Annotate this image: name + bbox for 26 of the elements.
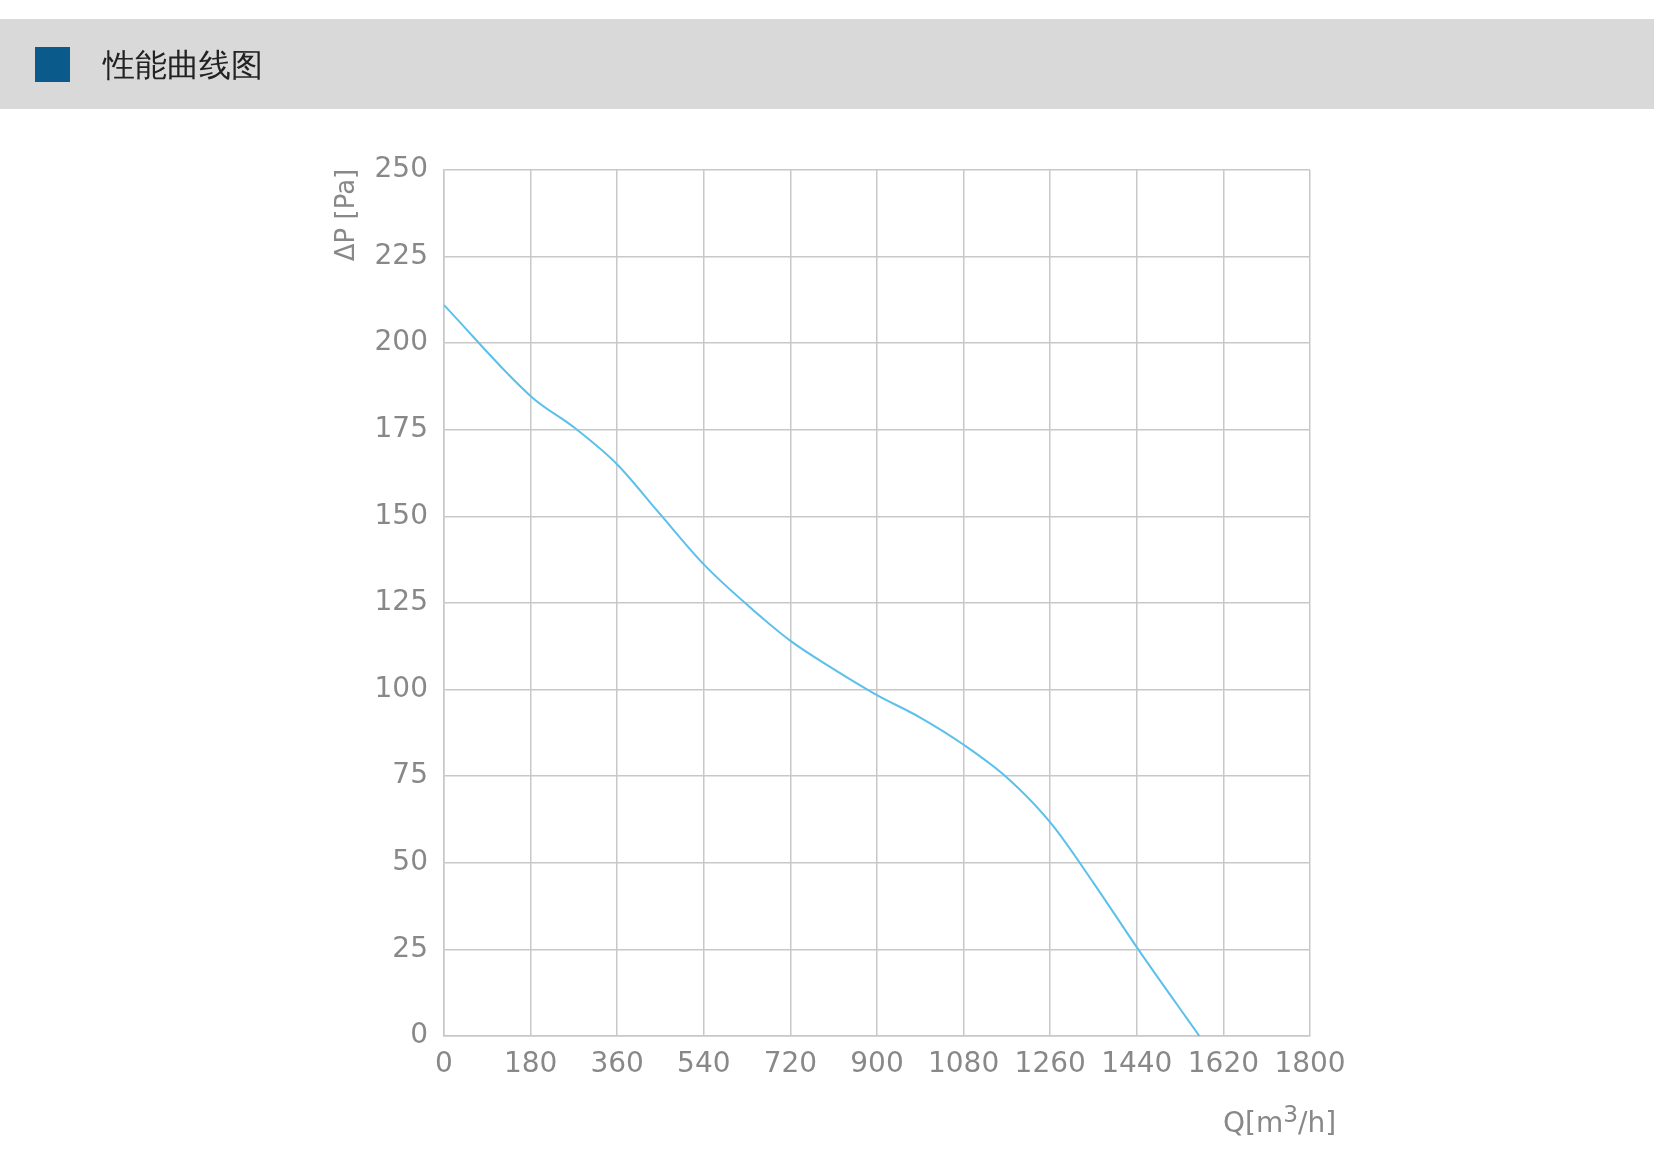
y-tick-label: 200 <box>374 324 428 358</box>
text: 性能曲线图 <box>103 45 263 86</box>
y-tick-label: 225 <box>374 237 428 271</box>
y-axis-title: ΔP [Pa] <box>330 168 360 262</box>
x-tick-label: 1620 <box>1187 1046 1260 1080</box>
x-tick-label: 360 <box>590 1046 644 1080</box>
x-tick-label: 1260 <box>1014 1046 1086 1080</box>
x-tick-label: 900 <box>850 1046 904 1080</box>
x-tick-label: 1080 <box>927 1046 1000 1080</box>
line-series <box>444 304 1201 1036</box>
x-tick-label: 540 <box>677 1046 731 1080</box>
y-tick-label: 150 <box>374 497 428 531</box>
x-tick-label: 180 <box>503 1046 558 1080</box>
y-tick-label: 125 <box>374 584 428 618</box>
x-axis-title: Q[m$^{3}$/h] <box>1223 1100 1337 1140</box>
y-tick-label: 25 <box>392 930 428 964</box>
y-tick-label: 175 <box>374 411 428 445</box>
y-tick-label: 75 <box>392 757 428 791</box>
y-tick-label: 250 <box>374 151 428 185</box>
x-tick-label: 0 <box>435 1046 453 1080</box>
x-tick-label: 1440 <box>1101 1046 1173 1080</box>
y-tick-label: 0 <box>410 1017 428 1051</box>
y-tick-label: 50 <box>392 844 428 878</box>
y-tick-label: 100 <box>374 670 428 704</box>
x-tick-label: 1800 <box>1274 1046 1346 1080</box>
x-tick-label: 720 <box>763 1046 818 1080</box>
